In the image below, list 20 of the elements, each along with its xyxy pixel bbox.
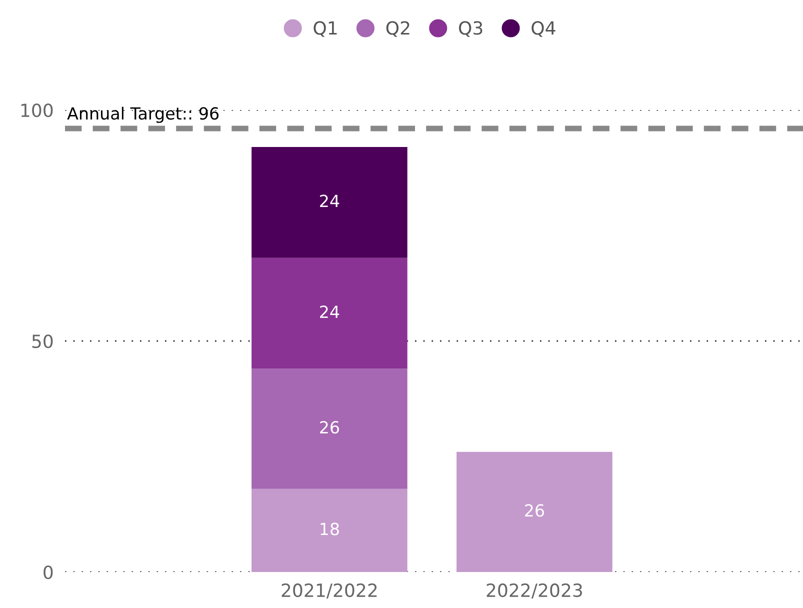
ref-line-label: Annual Target:: 96	[67, 106, 219, 123]
legend-label: Q4	[532, 21, 556, 37]
data-label: 24	[320, 194, 340, 207]
bar	[252, 368, 408, 489]
data-label: 24	[320, 306, 340, 318]
bar	[252, 258, 408, 369]
data-label: 26	[525, 504, 544, 517]
y-tick-label: 50	[32, 334, 53, 348]
x-tick-label: 2021/2022	[282, 583, 377, 599]
y-tick-label: 100	[21, 103, 53, 118]
y-tick-label: 0	[44, 565, 53, 580]
x-tick-label: 2022/2023	[486, 583, 582, 599]
legend-label: Q3	[458, 21, 482, 37]
legend-label: Q1	[314, 21, 337, 37]
legend-label: Q2	[386, 21, 410, 37]
data-label: 26	[320, 421, 340, 434]
data-label: 18	[320, 522, 339, 536]
bar	[252, 488, 408, 572]
bar	[456, 452, 612, 572]
bar	[252, 146, 408, 258]
